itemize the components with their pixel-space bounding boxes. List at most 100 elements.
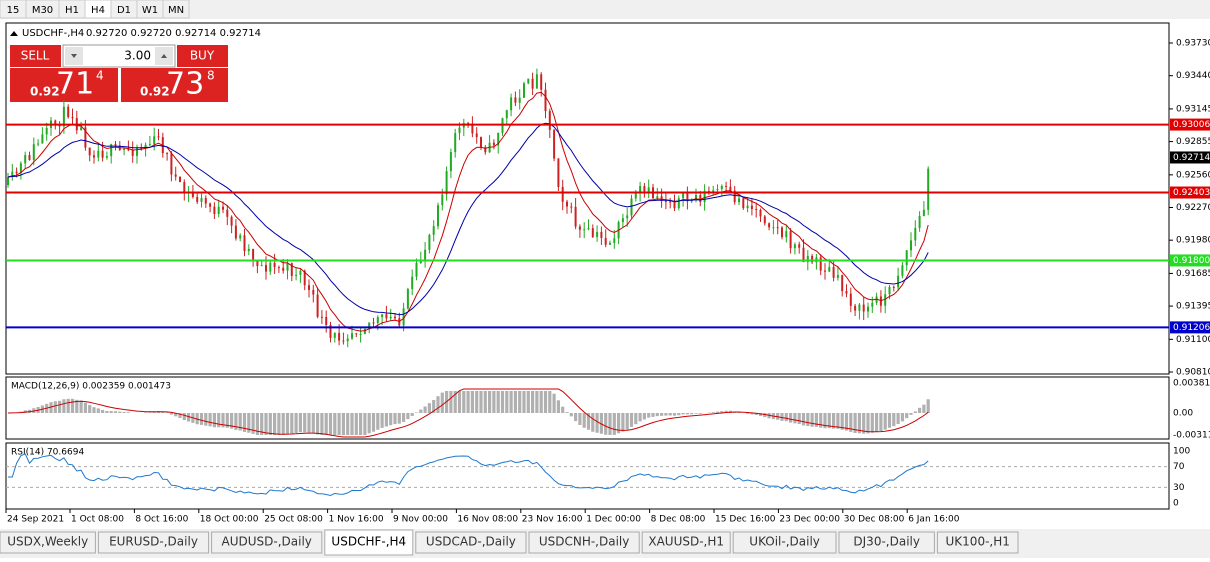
candle-body [54, 120, 56, 124]
macd-bar [583, 413, 586, 428]
tab-label: UK100-,H1 [946, 535, 1010, 549]
macd-bar [596, 413, 599, 433]
candle-body [115, 144, 117, 145]
macd-bar [436, 396, 439, 413]
candle-body [308, 285, 310, 290]
macd-bar [527, 391, 530, 413]
candle-body [824, 271, 826, 272]
candle-body [355, 333, 357, 334]
candle-body [514, 97, 516, 102]
macd-bar [449, 391, 452, 413]
candle-body [828, 267, 830, 272]
candle-body [540, 74, 542, 89]
tab-label: DJ30-,Daily [853, 535, 920, 549]
candle-body [794, 244, 796, 248]
macd-tick-label: -0.003115 [1173, 431, 1210, 441]
tab-label: UKOil-,Daily [749, 535, 820, 549]
candle-body [411, 277, 413, 289]
macd-bar [264, 413, 267, 435]
candle-body [261, 265, 263, 266]
candle-body [927, 169, 929, 210]
candle-body [837, 275, 839, 278]
macd-bar [368, 413, 371, 433]
candle-body [669, 201, 671, 202]
macd-bar [342, 413, 345, 435]
macd-bar [897, 413, 900, 424]
y-tick-label: 0.93145 [1176, 104, 1210, 114]
candle-body [747, 206, 749, 208]
macd-bar [544, 391, 547, 413]
candle-body [437, 205, 439, 226]
level-label: 0.93006 [1173, 120, 1210, 130]
macd-bar [535, 391, 538, 413]
candle-body [398, 318, 400, 325]
macd-bar [630, 413, 633, 427]
candle-body [16, 172, 18, 174]
timeframe: H4 [91, 5, 105, 16]
macd-bar [209, 413, 212, 426]
macd-bar [62, 399, 65, 413]
volume: 3.00 [124, 49, 151, 63]
candle-body [841, 275, 843, 291]
candle-body [334, 333, 336, 338]
timeframe: D1 [117, 5, 131, 16]
macd-bar [363, 413, 366, 435]
y-tick-label: 0.91980 [1176, 236, 1210, 246]
y-tick-label: 0.92855 [1176, 137, 1210, 147]
candle-body [295, 275, 297, 276]
candle-body [656, 196, 658, 198]
candle-body [213, 207, 215, 214]
candle-body [820, 257, 822, 270]
macd-bar [88, 405, 91, 413]
candle-body [901, 265, 903, 276]
candle-body [566, 202, 568, 207]
candle-body [416, 263, 418, 277]
macd-bar [497, 391, 500, 413]
macd-bar [376, 413, 379, 430]
candle-body [717, 189, 719, 190]
macd-bar [866, 413, 869, 433]
candle-body [377, 317, 379, 323]
macd-bar [273, 413, 276, 435]
timeframe: 15 [7, 5, 20, 16]
candle-body [385, 314, 387, 318]
macd-bar [92, 407, 95, 413]
macd-bar [785, 413, 788, 421]
candle-body [643, 186, 645, 191]
candle-body [278, 267, 280, 268]
macd-bar [591, 413, 594, 432]
macd-bar [58, 401, 61, 413]
candle-body [33, 144, 35, 160]
candle-body [785, 231, 787, 237]
macd-bar [522, 391, 525, 413]
macd-bar [492, 391, 495, 413]
candle-body [622, 218, 624, 222]
candle-body [781, 227, 783, 237]
candle-body [596, 232, 598, 237]
candle-body [626, 215, 628, 218]
date-label: 1 Nov 16:00 [329, 515, 384, 525]
candle-body [506, 110, 508, 118]
macd-bar [484, 391, 487, 413]
candle-body [299, 271, 301, 275]
y-tick-label: 0.92560 [1176, 170, 1210, 180]
macd-bar [518, 391, 521, 413]
tab-label: USDCHF-,H4 [331, 535, 406, 549]
candle-body [768, 223, 770, 227]
candle-body [24, 155, 26, 163]
macd-bar [677, 413, 680, 415]
candle-body [729, 187, 731, 191]
candle-body [153, 136, 155, 144]
candle-body [381, 314, 383, 317]
candle-body [854, 306, 856, 311]
macd-bar [170, 413, 173, 415]
candle-body [480, 137, 482, 147]
macd-bar [651, 413, 654, 417]
candle-body [218, 207, 220, 214]
candle-body [317, 295, 319, 317]
macd-bar [892, 413, 895, 426]
candle-body [557, 159, 559, 187]
macd-bar [282, 413, 285, 435]
candle-body [41, 134, 43, 143]
